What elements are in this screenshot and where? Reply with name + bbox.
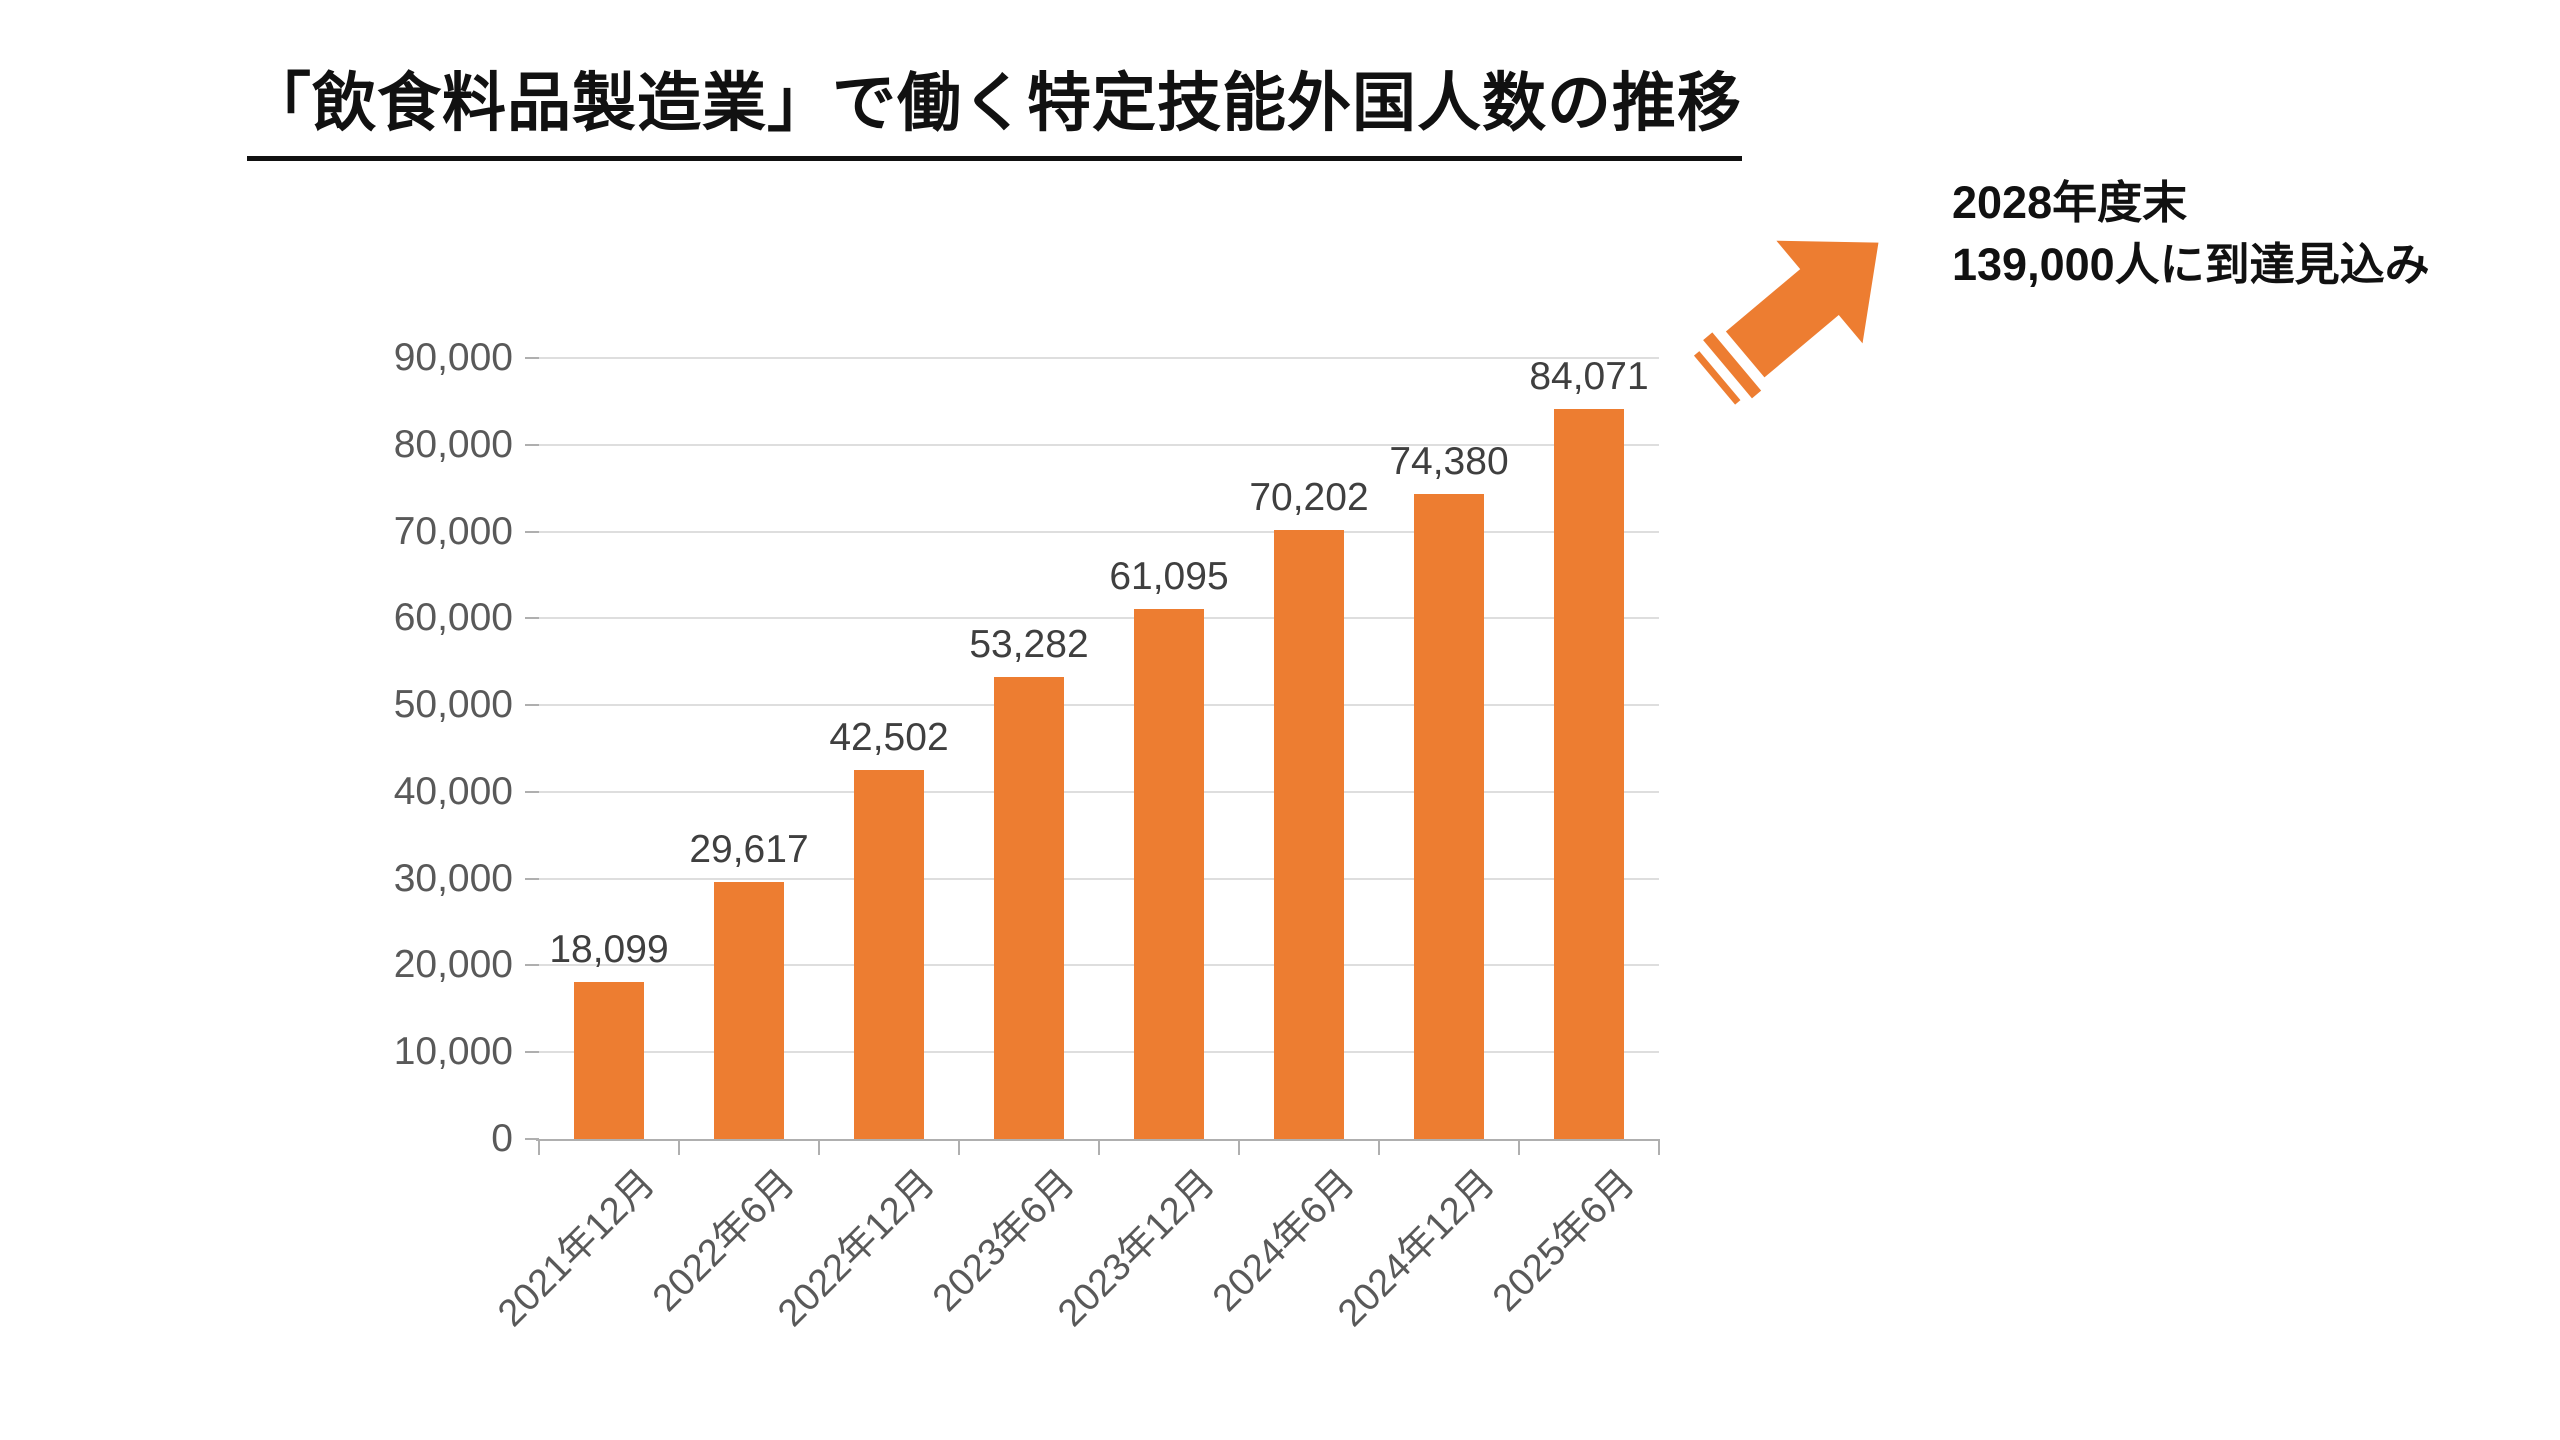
x-axis-tick — [958, 1139, 960, 1155]
y-axis-tick-label: 70,000 — [393, 509, 513, 553]
bar-value-label: 70,202 — [1249, 476, 1369, 519]
y-axis-tick-label: 20,000 — [393, 943, 513, 987]
x-axis-tick — [678, 1139, 680, 1155]
y-axis-tick — [525, 790, 539, 793]
gridline — [539, 530, 1659, 533]
gridline — [539, 617, 1659, 620]
y-axis-tick-label: 40,000 — [393, 769, 513, 813]
bar — [714, 882, 784, 1139]
gridline — [539, 357, 1659, 359]
bar-value-label: 42,502 — [829, 716, 949, 759]
y-axis-tick — [525, 357, 539, 359]
x-axis-tick — [1658, 1139, 1660, 1155]
gridline — [539, 704, 1659, 707]
bar-value-label: 61,095 — [1109, 555, 1229, 598]
y-axis-tick — [525, 877, 539, 880]
y-axis-tick-label: 80,000 — [393, 422, 513, 466]
gridline — [539, 964, 1659, 967]
bar — [1554, 409, 1624, 1139]
y-axis-tick — [525, 1051, 539, 1054]
y-axis-tick — [525, 530, 539, 533]
bar-value-label: 29,617 — [689, 828, 809, 871]
projection-annotation-line2: 139,000人に到達見込み — [1952, 239, 2430, 290]
bar-value-label: 74,380 — [1389, 440, 1509, 483]
y-axis-tick — [525, 1138, 539, 1140]
gridline — [539, 443, 1659, 446]
y-axis-tick — [525, 443, 539, 446]
gridline — [539, 790, 1659, 793]
bar — [1414, 494, 1484, 1139]
x-axis-tick — [1098, 1139, 1100, 1155]
x-axis-tick — [1518, 1139, 1520, 1155]
y-axis-tick-label: 0 — [491, 1117, 513, 1160]
x-axis-category-label: 2025年6月 — [1485, 1161, 1644, 1320]
growth-arrow-icon — [1665, 196, 1915, 431]
bar — [1134, 609, 1204, 1139]
x-axis-tick — [1378, 1139, 1380, 1155]
bar-value-label: 53,282 — [969, 623, 1089, 666]
projection-annotation-line1: 2028年度末 — [1952, 177, 2188, 228]
y-axis-tick-label: 50,000 — [393, 683, 513, 727]
gridline — [539, 877, 1659, 880]
y-axis-tick — [525, 617, 539, 620]
chart-title: 「飲食料品製造業」で働く特定技能外国人数の推移 — [247, 52, 1742, 161]
bar-value-label: 84,071 — [1529, 355, 1649, 398]
y-axis-tick-label: 30,000 — [393, 856, 513, 900]
bar — [994, 677, 1064, 1139]
x-axis-tick — [1238, 1139, 1240, 1155]
bar-value-label: 18,099 — [549, 928, 669, 971]
y-axis-tick — [525, 704, 539, 707]
y-axis-tick-label: 60,000 — [393, 596, 513, 640]
projection-annotation: 2028年度末 139,000人に到達見込み — [1952, 172, 2430, 296]
y-axis-tick-label: 10,000 — [393, 1030, 513, 1074]
x-axis-tick — [818, 1139, 820, 1155]
bar — [1274, 530, 1344, 1139]
x-axis-category-label: 2021年12月 — [490, 1161, 664, 1335]
bar — [854, 770, 924, 1139]
bar — [574, 982, 644, 1139]
gridline — [539, 1051, 1659, 1054]
y-axis-tick-label: 90,000 — [393, 336, 513, 379]
x-axis-tick — [538, 1139, 540, 1155]
y-axis-tick — [525, 964, 539, 967]
